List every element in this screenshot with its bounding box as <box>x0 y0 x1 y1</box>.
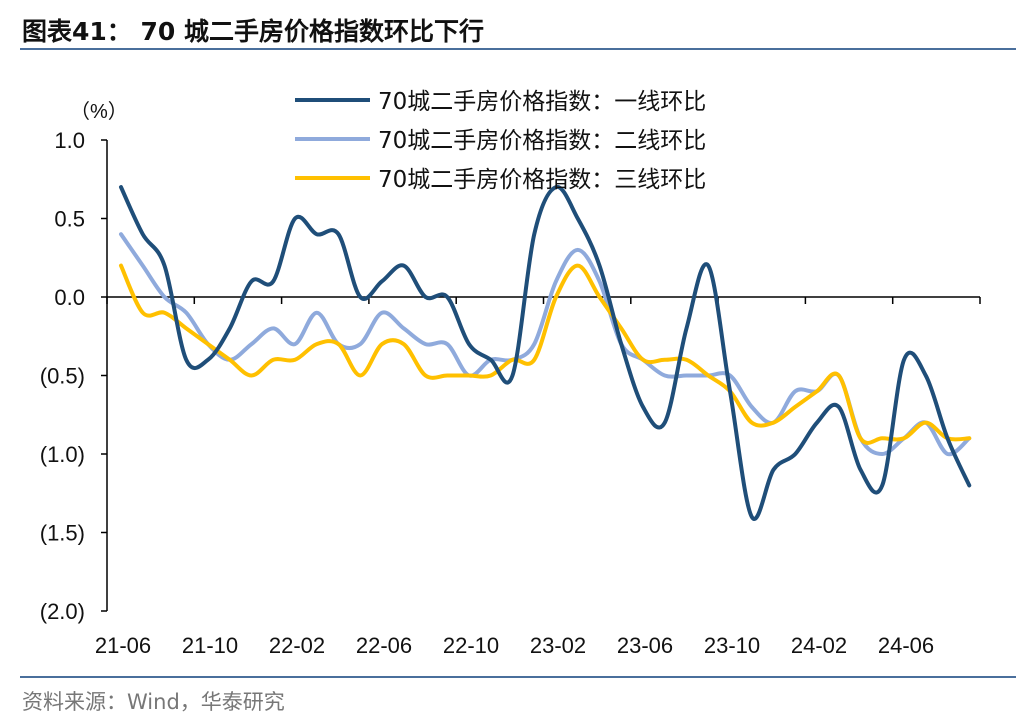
x-tick-label: 24-06 <box>878 633 934 658</box>
x-tick-label: 24-02 <box>791 633 847 658</box>
x-tick-label: 22-02 <box>269 633 325 658</box>
legend: 70城二手房价格指数：一线环比 70城二手房价格指数：二线环比 70城二手房价格指数… <box>295 89 706 193</box>
y-tick-label: 0.5 <box>54 207 85 232</box>
top-rule <box>20 48 1016 50</box>
series-line-1 <box>119 185 972 521</box>
x-tick-label: 23-02 <box>530 633 586 658</box>
y-tick-label: (0.5) <box>40 364 85 389</box>
x-tick-label: 22-06 <box>356 633 412 658</box>
y-axis-unit: （%） <box>70 100 128 123</box>
x-tick-label: 22-10 <box>443 633 499 658</box>
bottom-rule <box>20 676 1016 678</box>
y-tick-label: (1.5) <box>40 521 85 546</box>
y-tick-label: (2.0) <box>40 599 85 624</box>
x-tick-label: 23-10 <box>704 633 760 658</box>
x-tick-label: 21-06 <box>95 633 151 658</box>
y-tick-label: (1.0) <box>40 442 85 467</box>
legend-label-3: 70城二手房价格指数：三线环比 <box>378 167 706 193</box>
source-note: 资料来源：Wind，华泰研究 <box>22 690 285 714</box>
figure-title: 图表41： 70 城二手房价格指数环比下行 <box>22 17 484 46</box>
y-tick-label: 0.0 <box>54 285 85 310</box>
legend-label-1: 70城二手房价格指数：一线环比 <box>378 89 706 115</box>
legend-label-2: 70城二手房价格指数：二线环比 <box>378 128 706 154</box>
y-tick-label: 1.0 <box>54 128 85 153</box>
series-line-2 <box>119 232 972 457</box>
x-tick-label: 21-10 <box>182 633 238 658</box>
x-tick-label: 23-06 <box>617 633 673 658</box>
series-line-3 <box>119 263 972 445</box>
